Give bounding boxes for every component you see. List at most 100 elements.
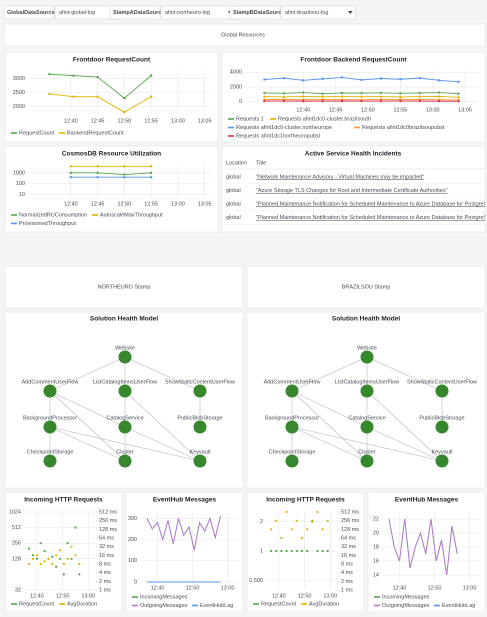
scatter-point	[43, 550, 46, 553]
series-point	[340, 95, 344, 98]
variable-value[interactable]: afint-global-log	[59, 10, 95, 16]
scatter-point	[285, 549, 288, 553]
legend-label: BackendRequestCount	[67, 130, 124, 136]
y2-tick-label: 16 ms	[341, 553, 356, 559]
series-point	[437, 99, 441, 103]
graph-node	[360, 454, 374, 468]
graph-node	[43, 384, 57, 398]
variable-value[interactable]: afint-northeuro-log	[165, 10, 210, 16]
variable-value[interactable]: afint-brazilsou-log	[285, 10, 328, 16]
legend-swatch	[374, 604, 380, 607]
table-cell: "Planned Maintenance Notification for Sc…	[256, 215, 487, 221]
y2-tick-label: 64 ms	[99, 535, 114, 541]
y-tick-label: 512	[12, 525, 21, 531]
scatter-point	[62, 562, 65, 566]
y2-tick-label: 8 ms	[341, 561, 353, 567]
x-tick-label: 12:45	[91, 118, 105, 124]
series-point	[379, 77, 383, 80]
series-point	[69, 171, 73, 175]
x-tick-label: 12:40	[64, 118, 78, 124]
scatter-point	[74, 526, 77, 529]
series-point	[282, 95, 286, 99]
x-tick-label: 13:00	[171, 201, 185, 207]
legend-label: OutgoingMessages	[382, 603, 430, 609]
series-point	[302, 91, 305, 94]
y-tick-label: 14	[373, 572, 379, 578]
scatter-point	[326, 519, 329, 522]
y-tick-label: 2000	[230, 84, 242, 90]
series-point	[437, 79, 441, 82]
x-tick-label: 12:40	[296, 107, 310, 113]
series-point	[263, 95, 266, 98]
legend-swatch	[11, 214, 17, 216]
scatter-point	[326, 549, 329, 553]
scatter-point	[70, 557, 73, 560]
graph-edge	[366, 426, 443, 462]
legend-swatch	[434, 604, 440, 607]
variable-label-box	[229, 5, 281, 20]
legend-swatch	[192, 604, 198, 607]
series-line	[388, 518, 458, 576]
series-point	[321, 77, 324, 81]
x-tick-label: 12:45	[91, 201, 105, 207]
graph-edge	[124, 390, 201, 462]
scatter-point	[321, 528, 324, 531]
node-label: CheckpointStorage	[27, 449, 74, 455]
x-tick-label: 13:05	[198, 201, 212, 207]
y-tick-label: 0	[134, 579, 137, 585]
series-point	[418, 99, 421, 103]
y-tick-label: 1	[260, 548, 263, 554]
y-tick-label: 10	[19, 192, 25, 198]
x-tick-label: 13:00	[81, 593, 95, 599]
node-label: Cluster	[358, 449, 376, 455]
scatter-point	[51, 562, 54, 566]
panel-title: EventHub Messages	[153, 497, 217, 504]
legend-label: Requests afint1dc0-cluster.brazilsouth	[278, 116, 371, 122]
series-point	[72, 95, 75, 98]
graph-edge	[49, 426, 126, 462]
series-point	[399, 78, 402, 81]
y2-tick-label: 8 ms	[99, 561, 111, 567]
series-point	[123, 173, 126, 176]
panel	[4, 145, 219, 233]
scatter-point	[35, 554, 38, 557]
variable-label: StampBDataSource	[233, 10, 284, 16]
y2-tick-label: 256 ms	[341, 518, 359, 524]
graph-node	[360, 350, 374, 364]
scatter-point	[31, 554, 35, 557]
legend-swatch	[301, 603, 307, 605]
scatter-point	[295, 549, 298, 553]
legend-swatch	[11, 222, 17, 225]
stamp-title: BRAZILSOU Stamp	[342, 284, 391, 290]
series-point	[282, 92, 286, 95]
row-title: Global Resources	[221, 32, 265, 38]
variable-dropdown[interactable]	[280, 5, 357, 20]
legend-label: ProvisionedThroughput	[19, 221, 76, 227]
table-cell: "Planned Maintenance Notification for Sc…	[256, 201, 487, 207]
scatter-point	[51, 555, 54, 558]
node-label: CatalogService	[106, 415, 143, 421]
x-tick-label: 13:00	[323, 593, 337, 599]
table-header: Location	[226, 160, 247, 166]
graph-edge	[291, 356, 368, 392]
y2-tick-label: 1 ms	[341, 587, 353, 593]
table-header: Title	[256, 160, 266, 166]
table-cell: global	[226, 174, 241, 180]
series-point	[360, 78, 363, 82]
panel-title: CosmosDB Resource Utilization	[62, 151, 161, 158]
y-tick-label: 1024	[9, 509, 21, 515]
graph-edge	[366, 356, 443, 392]
graph-node	[360, 420, 374, 434]
series-point	[96, 95, 99, 98]
y-tick-label: 300	[128, 516, 137, 522]
node-label: PublicBlobStorage	[419, 415, 464, 421]
table-cell: global	[226, 201, 241, 207]
y-tick-label: 128	[12, 556, 21, 562]
scatter-point	[290, 549, 293, 553]
legend-swatch	[228, 126, 234, 129]
series-point	[379, 95, 383, 98]
panel-title: EventHub Messages	[395, 497, 459, 504]
scatter-point	[280, 536, 283, 540]
panel-title: Frontdoor RequestCount	[73, 57, 151, 64]
legend-label: RequestCount	[19, 130, 55, 136]
